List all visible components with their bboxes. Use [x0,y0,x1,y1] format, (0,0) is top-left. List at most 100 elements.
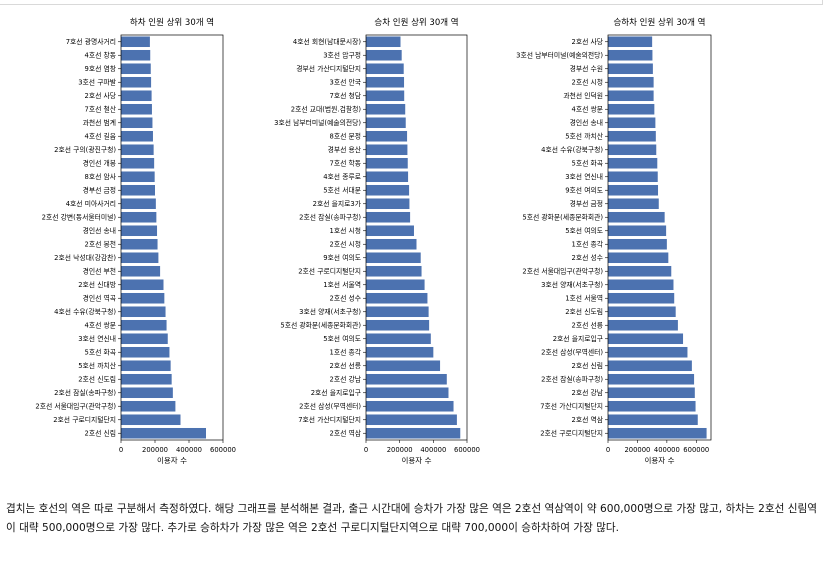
y-tick-label: 4호선 쌍문 [572,105,604,114]
bar [121,414,181,426]
bar [121,90,152,102]
bar [366,144,408,156]
bar [608,306,676,318]
bar [121,198,156,210]
bar [608,238,667,250]
bar [366,63,404,75]
y-tick-label: 2호선 을지로입구 [311,388,361,397]
x-tick-label: 0 [606,446,610,454]
bar [608,144,657,156]
bar [608,265,672,277]
bar [608,292,675,304]
y-tick-label: 2호선 잠실(송파구청) [541,375,603,384]
top-border [0,0,823,5]
bar [608,63,653,75]
y-tick-label: 2호선 역삼 [330,429,362,438]
y-tick-label: 4호선 수유(강북구청) [54,307,116,316]
bar [121,333,168,345]
y-tick-label: 7호선 철산 [85,105,117,114]
y-tick-label: 2호선 서울대입구(관악구청) [35,402,116,411]
y-tick-label: 4호선 길음 [85,132,117,141]
bar [121,387,173,399]
bar [121,279,164,291]
y-tick-label: 5호선 화곡 [85,348,117,357]
bar [608,171,658,183]
y-tick-label: 2호선 잠실(송파구청) [299,213,361,222]
y-tick-label: 2호선 서울대입구(관악구청) [522,267,603,276]
x-tick-label: 600000 [210,446,236,454]
bar [608,103,655,115]
y-tick-label: 경인선 개봉 [83,159,116,168]
bar [608,90,654,102]
y-tick-label: 경인선 역곡 [83,294,116,303]
bar [366,306,429,318]
y-tick-label: 5호선 여의도 [565,226,603,235]
bar [121,306,166,318]
y-tick-label: 8호선 암사 [85,172,117,181]
bar [366,292,428,304]
bar [366,373,447,385]
x-tick-label: 0 [364,446,368,454]
bar [121,49,151,61]
axes-frame [120,34,224,441]
y-tick-label: 5호선 화곡 [572,159,604,168]
y-tick-label: 2호선 시청 [330,240,362,249]
y-tick-label: 2호선 삼성(무역센터) [299,402,361,411]
y-tick-label: 2호선 신도림 [78,375,116,384]
bar [121,292,165,304]
x-tick-label: 200000 [624,446,650,454]
y-tick-label: 3호선 남부터미널(예술의전당) [516,51,603,60]
axes-frame [365,34,468,441]
y-tick-label: 2호선 잠실(송파구청) [54,388,116,397]
chart-title: 승하차 인원 상위 30개 역 [613,17,705,28]
y-tick-label: 과천선 인덕원 [563,91,603,100]
y-tick-label: 1호선 시청 [330,226,362,235]
bar [608,184,659,196]
y-tick-label: 3호선 구파발 [78,78,116,87]
y-tick-label: 2호선 낙성대(강감찬) [54,253,116,262]
y-tick-label: 경부선 용산 [328,145,361,154]
bar [366,184,410,196]
bar [121,360,171,372]
chart-title: 하차 인원 상위 30개 역 [130,17,214,28]
y-tick-label: 7호선 가산디지털단지 [298,415,361,424]
y-tick-label: 2호선 성수 [572,253,604,262]
bar [121,76,152,88]
y-tick-label: 9호선 여의도 [565,186,603,195]
bar [608,400,696,412]
bar [121,238,158,250]
bar [608,36,653,48]
y-tick-label: 5호선 광화문(세종문화회관) [522,213,603,222]
y-tick-label: 2호선 선릉 [572,321,604,330]
y-tick-label: 3호선 연신내 [565,172,603,181]
y-tick-label: 2호선 을지로입구 [553,334,603,343]
bar [608,319,678,331]
y-tick-label: 2호선 사당 [572,37,604,46]
y-tick-label: 3호선 안국 [330,78,362,87]
bar [366,319,430,331]
bar [608,414,698,426]
bar [121,265,161,277]
x-tick-label: 200000 [387,446,413,454]
y-tick-label: 2호선 강남 [330,375,362,384]
y-tick-label: 2호선 시청 [572,78,604,87]
bar [366,427,461,439]
y-tick-label: 7호선 학동 [330,159,362,168]
analysis-caption: 겹치는 호선의 역은 따로 구분해서 측정하였다. 해당 그래프를 분석해본 결… [6,503,817,534]
bar [366,198,410,210]
y-tick-label: 2호선 신림 [85,429,117,438]
y-tick-label: 경인선 부천 [83,267,116,276]
bar [121,252,159,264]
bar [121,63,151,75]
y-tick-label: 7호선 가산디지털단지 [540,402,603,411]
bar [608,76,654,88]
y-tick-label: 1호선 서울역 [323,280,361,289]
chart-title: 승차 인원 상위 30개 역 [374,17,458,28]
bar [608,225,667,237]
y-tick-label: 7호선 청담 [330,91,362,100]
x-tick-label: 0 [119,446,123,454]
y-tick-label: 2호선 삼성(무역센터) [541,348,603,357]
y-tick-label: 2호선 신림 [572,361,604,370]
bar [121,184,155,196]
y-tick-label: 7호선 광명사거리 [66,37,116,46]
